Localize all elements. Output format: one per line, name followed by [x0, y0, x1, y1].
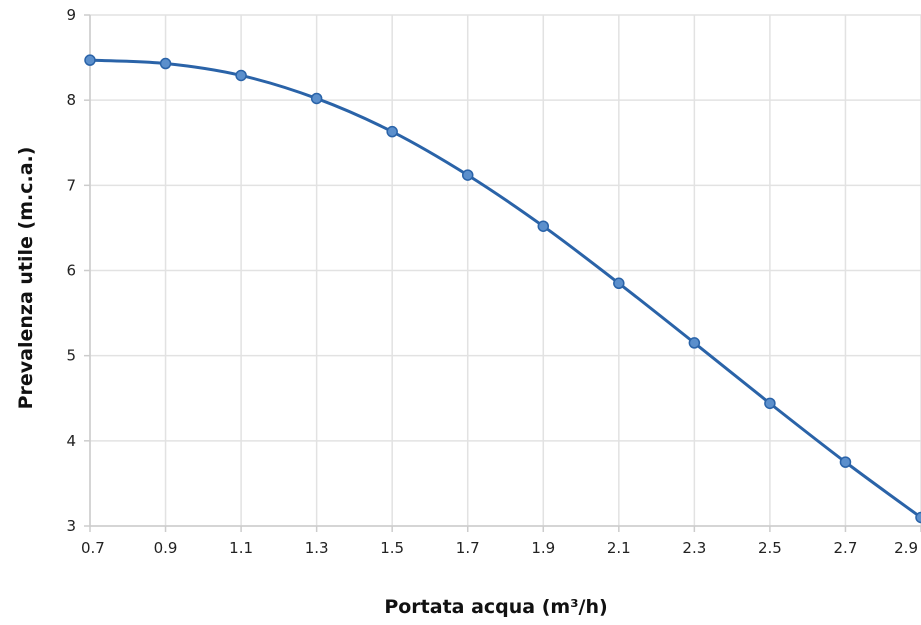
data-point	[159, 57, 172, 70]
x-tick-label: 0.9	[154, 539, 178, 557]
x-tick-label: 1.9	[531, 539, 555, 557]
data-point	[386, 125, 398, 138]
series	[84, 54, 921, 524]
x-tick-label: 2.5	[758, 539, 782, 557]
y-tick-label: 8	[66, 91, 76, 109]
data-point	[839, 456, 852, 468]
data-point	[310, 92, 323, 105]
data-point	[613, 277, 625, 290]
x-tick-label: 2.3	[682, 539, 706, 557]
axes	[84, 14, 921, 532]
tick-labels: 3 4 5 6 7 8 9 0.7 0.9 1.1 1.3 1.5 1.7 1.9 2.1 2.3 2.5 2.7…	[66, 6, 918, 557]
y-tick-label: 4	[66, 432, 76, 450]
data-point	[461, 169, 474, 181]
y-tick-label: 3	[66, 517, 76, 535]
x-tick-label: 2.7	[834, 539, 858, 557]
data-point	[915, 511, 921, 524]
y-tick-label: 7	[66, 176, 76, 194]
data-point	[537, 220, 550, 232]
y-tick-label: 5	[66, 347, 76, 365]
x-tick-label: 2.9	[894, 539, 918, 557]
data-point	[764, 397, 776, 410]
y-axis-label: Prevalenza utile (m.c.a.)	[15, 147, 37, 410]
y-tick-label: 9	[66, 6, 76, 24]
x-tick-label: 1.1	[229, 539, 253, 557]
y-tick-label: 6	[66, 262, 76, 280]
x-tick-label: 1.7	[456, 539, 480, 557]
data-point	[688, 337, 701, 349]
x-tick-label: 0.7	[81, 539, 105, 557]
x-tick-label: 1.3	[305, 539, 329, 557]
data-point	[84, 54, 96, 66]
x-tick-label: 1.5	[380, 539, 404, 557]
series-line	[88, 58, 921, 519]
x-tick-label: 2.1	[607, 539, 631, 557]
x-axis-label: Portata acqua (m³/h)	[384, 596, 607, 618]
grid	[89, 14, 921, 527]
data-point	[235, 69, 247, 82]
